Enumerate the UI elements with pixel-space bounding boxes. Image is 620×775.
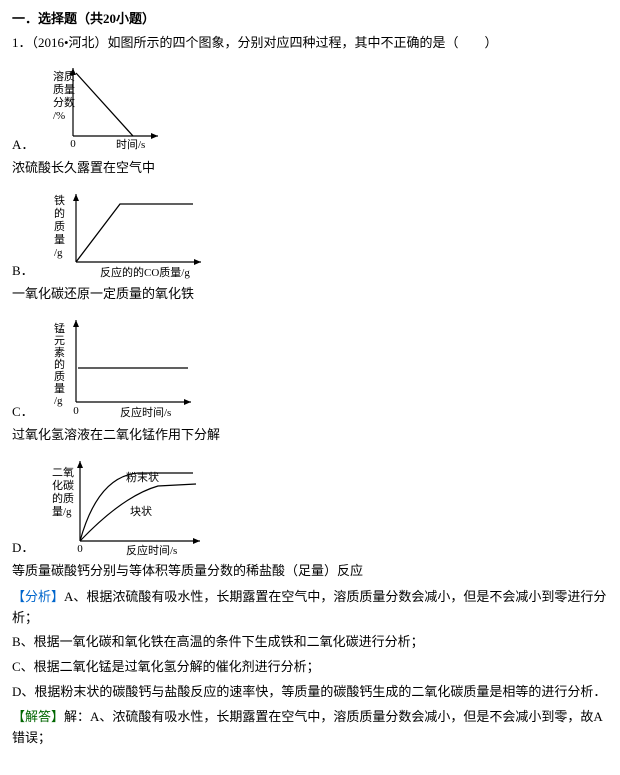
- svg-text:/g: /g: [54, 247, 63, 259]
- option-d-row: D． 0 二氧 化碳 的质 量/g 反应时间/s 粉末状 块状: [12, 451, 608, 556]
- svg-text:的: 的: [54, 357, 65, 371]
- svg-text:量: 量: [54, 233, 65, 246]
- option-c-label: C．: [12, 401, 34, 420]
- graph-a: 0 溶质 质量 分数 /% 时间/s: [38, 58, 168, 153]
- q1-stem: 1．（2016•河北）如图所示的四个图象，分别对应四种过程，其中不正确的是（ ）: [12, 33, 608, 54]
- answer-prefix: 【解答】: [12, 709, 64, 724]
- svg-text:溶质: 溶质: [53, 69, 75, 83]
- svg-text:分数: 分数: [53, 96, 75, 109]
- svg-text:的质: 的质: [52, 491, 74, 505]
- option-a-label: A．: [12, 134, 34, 153]
- svg-text:质: 质: [54, 220, 65, 233]
- analysis-c: C、根据二氧化锰是过氧化氢分解的催化剂进行分析；: [12, 657, 608, 678]
- analysis-prefix: 【分析】: [12, 589, 64, 604]
- svg-text:量: 量: [54, 382, 65, 395]
- svg-text:0: 0: [78, 543, 84, 555]
- svg-text:锰: 锰: [54, 321, 65, 335]
- analysis-a-text: A、根据浓硫酸有吸水性，长期露置在空气中，溶质质量分数会减小，但是不会减小到零进…: [12, 589, 606, 625]
- svg-text:质: 质: [54, 370, 65, 383]
- svg-text:素: 素: [54, 346, 65, 359]
- svg-text:质量: 质量: [53, 83, 75, 96]
- option-a-row: A． 0 溶质 质量 分数 /% 时间/s: [12, 58, 608, 153]
- legend-block: 块状: [130, 504, 152, 518]
- svg-text:元: 元: [54, 335, 65, 347]
- graph-d: 0 二氧 化碳 的质 量/g 反应时间/s 粉末状 块状: [38, 451, 208, 556]
- graph-b-xlabel: 反应的的CO质量/g: [100, 265, 190, 279]
- svg-text:0: 0: [71, 138, 77, 150]
- section-header: 一．选择题（共20小题）: [12, 8, 608, 27]
- analysis-a: 【分析】A、根据浓硫酸有吸水性，长期露置在空气中，溶质质量分数会减小，但是不会减…: [12, 587, 608, 629]
- option-c-row: C． 0 锰 元 素 的 质 量 /g 反应时间/s: [12, 310, 608, 420]
- svg-text:0: 0: [73, 405, 79, 417]
- answer-a: 【解答】解：A、浓硫酸有吸水性，长期露置在空气中，溶质质量分数会减小，但是不会减…: [12, 707, 608, 749]
- option-c-caption: 过氧化氢溶液在二氧化锰作用下分解: [12, 424, 608, 443]
- option-a-caption: 浓硫酸长久露置在空气中: [12, 157, 608, 176]
- option-d-label: D．: [12, 537, 34, 556]
- graph-d-xlabel: 反应时间/s: [126, 543, 177, 556]
- legend-powder: 粉末状: [126, 470, 159, 484]
- graph-b: 铁 的 质 量 /g 反应的的CO质量/g: [38, 184, 208, 279]
- svg-text:化碳: 化碳: [52, 478, 74, 492]
- graph-c: 0 锰 元 素 的 质 量 /g 反应时间/s: [38, 310, 198, 420]
- analysis-b: B、根据一氧化碳和氧化铁在高温的条件下生成铁和二氧化碳进行分析；: [12, 632, 608, 653]
- option-b-caption: 一氧化碳还原一定质量的氧化铁: [12, 283, 608, 302]
- answer-a-text: 解：A、浓硫酸有吸水性，长期露置在空气中，溶质质量分数会减小，但是不会减小到零，…: [12, 709, 603, 745]
- svg-text:/g: /g: [54, 395, 63, 407]
- svg-text:量/g: 量/g: [52, 505, 72, 518]
- svg-text:/%: /%: [53, 110, 65, 122]
- svg-text:二氧: 二氧: [52, 465, 74, 479]
- analysis-d: D、根据粉末状的碳酸钙与盐酸反应的速率快，等质量的碳酸钙生成的二氧化碳质量是相等…: [12, 682, 608, 703]
- graph-c-xlabel: 反应时间/s: [120, 405, 171, 419]
- option-b-label: B．: [12, 260, 34, 279]
- option-d-caption: 等质量碳酸钙分别与等体积等质量分数的稀盐酸（足量）反应: [12, 560, 608, 579]
- svg-text:铁: 铁: [54, 194, 65, 207]
- svg-text:的: 的: [54, 206, 65, 220]
- graph-a-xlabel: 时间/s: [116, 138, 145, 151]
- option-b-row: B． 铁 的 质 量 /g 反应的的CO质量/g: [12, 184, 608, 279]
